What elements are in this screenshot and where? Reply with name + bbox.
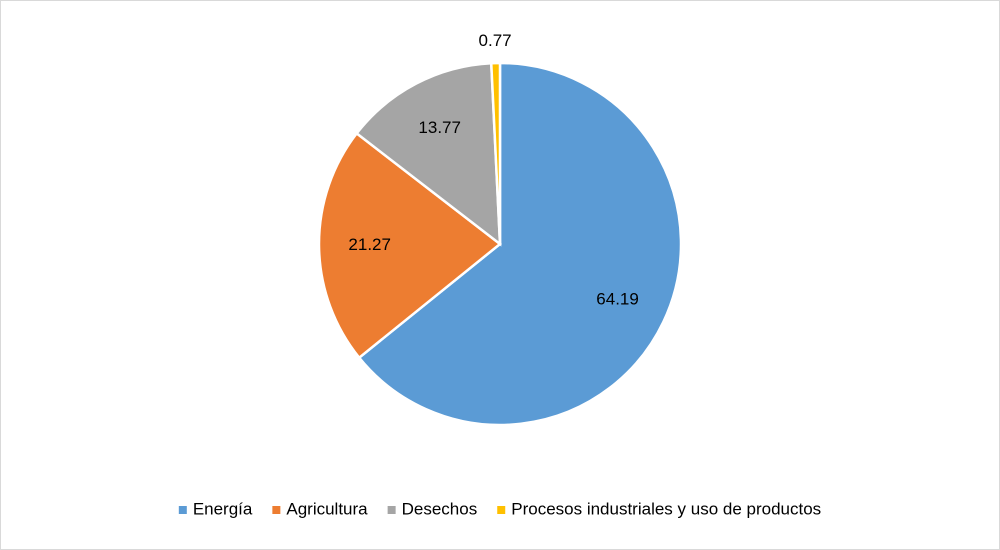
data-label: 64.19 bbox=[596, 290, 639, 309]
legend-label: Desechos bbox=[402, 499, 478, 518]
legend-marker bbox=[497, 506, 506, 514]
data-label: 0.77 bbox=[479, 31, 512, 50]
pie-slice bbox=[357, 61, 683, 427]
legend-label: Agricultura bbox=[286, 499, 368, 518]
legend-marker bbox=[178, 506, 187, 514]
pie-slice bbox=[489, 61, 502, 245]
data-label: 21.27 bbox=[348, 235, 391, 254]
legend-label: Energía bbox=[193, 499, 253, 518]
legend-marker bbox=[387, 506, 396, 514]
legend-label: Procesos industriales y uso de productos bbox=[511, 499, 821, 518]
data-label: 13.77 bbox=[418, 118, 461, 137]
legend: Energía Agricultura Desechos Procesos indus… bbox=[178, 499, 821, 518]
pie-slice bbox=[317, 131, 503, 360]
pie-slice bbox=[354, 61, 502, 247]
legend-marker bbox=[272, 506, 281, 514]
